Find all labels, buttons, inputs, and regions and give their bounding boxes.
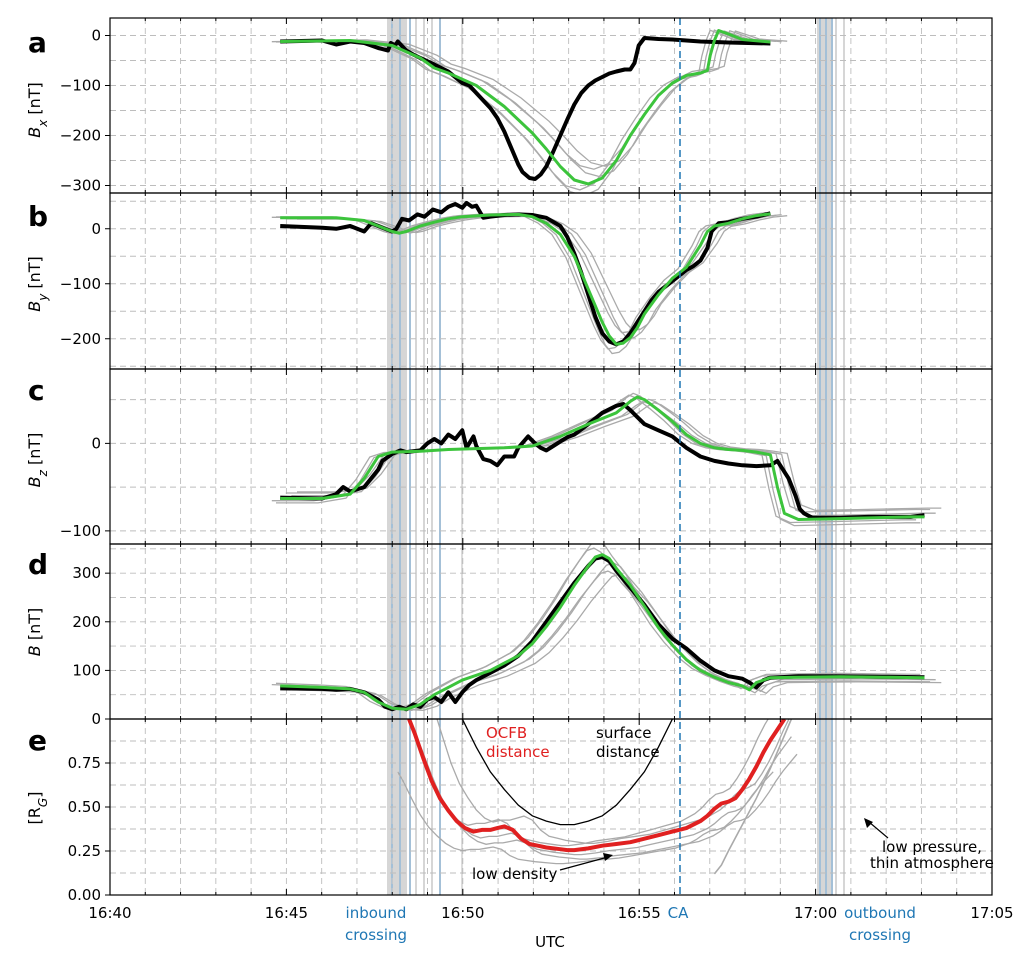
panel-frame	[109, 543, 993, 720]
y-tick-label: −100	[60, 522, 101, 540]
y-tick-label: 0	[91, 27, 101, 45]
ensemble-series-line	[291, 213, 782, 340]
series-group	[407, 719, 787, 853]
ylabel-b: By [nT]	[25, 256, 50, 312]
ensemble-series-line	[285, 400, 931, 513]
ensemble-series-line	[276, 212, 767, 355]
low-pressure-label-2: thin atmosphere	[870, 854, 994, 872]
surface-label-2: distance	[596, 743, 660, 761]
panel-frames	[105, 17, 993, 896]
low-pressure-arrow	[868, 821, 889, 839]
ensemble-series-line	[271, 29, 763, 191]
x-tick-label: 17:05	[970, 904, 1013, 922]
x-tick-label: 16:45	[265, 904, 308, 922]
panel-letter-e: e	[28, 724, 47, 757]
panel-letter-c: c	[28, 374, 45, 407]
ensemble-series-line	[297, 215, 788, 332]
ensemble-series-line	[280, 213, 771, 346]
annotation-arrows	[559, 818, 889, 871]
ylabel-c: Bz [nT]	[25, 433, 50, 488]
observed-series-line	[280, 555, 925, 712]
y-tick-label: 0	[91, 434, 101, 452]
y-tick-label: −300	[60, 177, 101, 195]
ensemble-ocfb-line	[436, 719, 790, 845]
panel-letter-a: a	[28, 26, 47, 59]
series-group	[280, 395, 925, 521]
panel-letter-d: d	[28, 548, 48, 581]
observed-series-line	[280, 200, 771, 347]
ensemble-series-line	[280, 29, 771, 185]
series-group	[280, 200, 771, 347]
x-tick-label: 16:50	[441, 904, 484, 922]
panel-frame	[109, 718, 993, 896]
ensemble-ocfb-line	[421, 753, 798, 860]
ensemble-group	[271, 392, 942, 527]
y-tick-label: 300	[72, 564, 101, 582]
low-density-arrowhead	[603, 853, 613, 861]
ensemble-ocfb-line	[397, 771, 774, 865]
main-series	[280, 18, 925, 895]
ocfb-label-1: OCFB	[486, 724, 527, 742]
ensemble-ocfb-line	[713, 719, 793, 875]
y-tick-label: 200	[72, 613, 101, 631]
panel-letter-b: b	[28, 200, 48, 233]
ylabel-e: [RG]	[25, 792, 50, 825]
x-tick-label: 16:40	[88, 904, 131, 922]
inbound-label-2: crossing	[345, 926, 407, 944]
y-tick-label: −200	[60, 127, 101, 145]
crossing-bands	[387, 18, 845, 895]
ensemble-series-line	[271, 547, 917, 710]
ocfb-label-2: distance	[486, 743, 550, 761]
ylabel-d: B [nT]	[25, 608, 44, 656]
model-series-line	[280, 29, 771, 186]
panel-frame	[109, 17, 993, 194]
low-density-label: low density	[472, 865, 558, 883]
ensemble-series-line	[271, 212, 763, 350]
series-group	[280, 29, 771, 186]
ylabel-a: Bx [nT]	[25, 82, 50, 138]
ensemble-series-line	[291, 29, 782, 178]
model-series-line	[280, 395, 925, 521]
y-tick-label: 0.25	[68, 842, 101, 860]
labels: a b c d e Bx [nT] By [nT] Bz [nT] B [nT]…	[25, 26, 1014, 951]
low-density-arrow	[559, 856, 609, 871]
y-tick-label: 100	[72, 661, 101, 679]
low-pressure-arrowhead	[864, 818, 873, 828]
x-tick-label: 16:55	[618, 904, 661, 922]
ca-label: CA	[668, 904, 689, 922]
model-series-line	[280, 212, 771, 346]
model-series-line	[280, 553, 925, 711]
surface-distance-line	[461, 719, 673, 826]
ensemble-group	[271, 544, 942, 712]
grid-lines	[109, 18, 993, 895]
outbound-label-1: outbound	[844, 904, 916, 922]
series-group	[280, 553, 925, 712]
observed-series-line	[280, 36, 771, 181]
ensemble-series-line	[296, 573, 942, 712]
x-axis-label: UTC	[535, 933, 565, 951]
y-tick-label: −100	[60, 77, 101, 95]
ensemble-series-line	[296, 30, 788, 167]
inbound-label-1: inbound	[346, 904, 407, 922]
y-tick-label: 0.75	[68, 754, 101, 772]
ensemble-series-line	[285, 570, 931, 711]
ocfb-distance-line	[407, 719, 787, 853]
outbound-label-2: crossing	[849, 926, 911, 944]
y-tick-label: 0.00	[68, 886, 101, 904]
y-tick-label: 0.50	[68, 798, 101, 816]
y-tick-label: −100	[60, 275, 101, 293]
low-pressure-label-1: low pressure,	[882, 838, 982, 856]
surface-label-1: surface	[596, 724, 651, 742]
x-tick-label: 17:00	[794, 904, 837, 922]
y-tick-label: −200	[60, 330, 101, 348]
y-tick-label: 0	[91, 220, 101, 238]
y-tick-label: 0	[91, 710, 101, 728]
